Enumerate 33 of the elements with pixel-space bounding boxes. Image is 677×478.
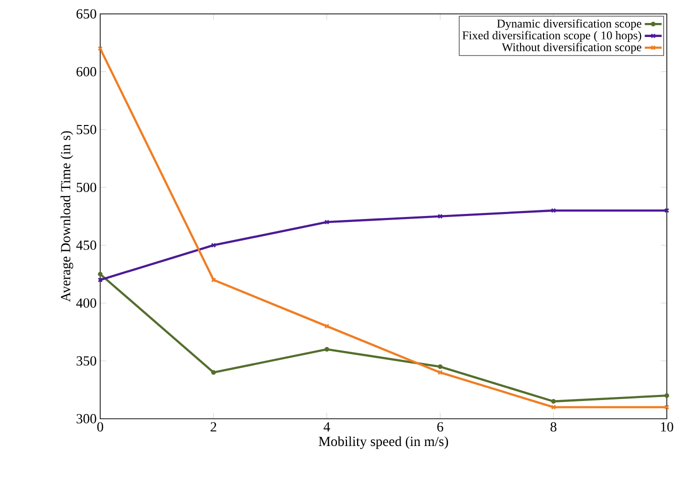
y-tick-label: 350 bbox=[76, 356, 96, 366]
point bbox=[664, 393, 670, 398]
point bbox=[211, 242, 216, 248]
point bbox=[324, 346, 330, 352]
x-axis-title: Mobility speed (in m/s) bbox=[318, 436, 448, 449]
y-tick-label: 500 bbox=[76, 182, 96, 192]
y-tick-label: 650 bbox=[76, 9, 96, 18]
y-axis-title: Average Download Time (in s) bbox=[60, 131, 74, 302]
point bbox=[438, 370, 443, 375]
point bbox=[324, 324, 330, 329]
point bbox=[550, 208, 556, 213]
point bbox=[324, 219, 330, 224]
y-tick-label: 600 bbox=[76, 66, 96, 76]
x-tick-label: 2 bbox=[210, 422, 216, 432]
x-tick-label: 10 bbox=[661, 422, 674, 432]
legend-label: Dynamic diversification scope bbox=[497, 19, 642, 30]
x-tick-label: 4 bbox=[324, 422, 330, 432]
point bbox=[98, 272, 103, 276]
x-tick-label: 6 bbox=[437, 422, 444, 432]
point bbox=[438, 364, 442, 369]
point bbox=[438, 214, 443, 219]
y-tick-label: 550 bbox=[76, 124, 96, 134]
x-tick-label: 0 bbox=[97, 422, 104, 432]
point bbox=[551, 398, 556, 404]
point bbox=[550, 404, 556, 410]
y-tick-label: 450 bbox=[76, 240, 96, 250]
legend-label: Without diversification scope bbox=[502, 42, 642, 54]
legend-label: Fixed diversification scope ( 10 hops) bbox=[462, 30, 642, 42]
x-tick-label: 8 bbox=[550, 422, 556, 432]
point bbox=[211, 370, 216, 375]
point bbox=[211, 277, 216, 282]
y-tick-label: 300 bbox=[76, 414, 96, 424]
y-tick-label: 400 bbox=[76, 298, 96, 308]
